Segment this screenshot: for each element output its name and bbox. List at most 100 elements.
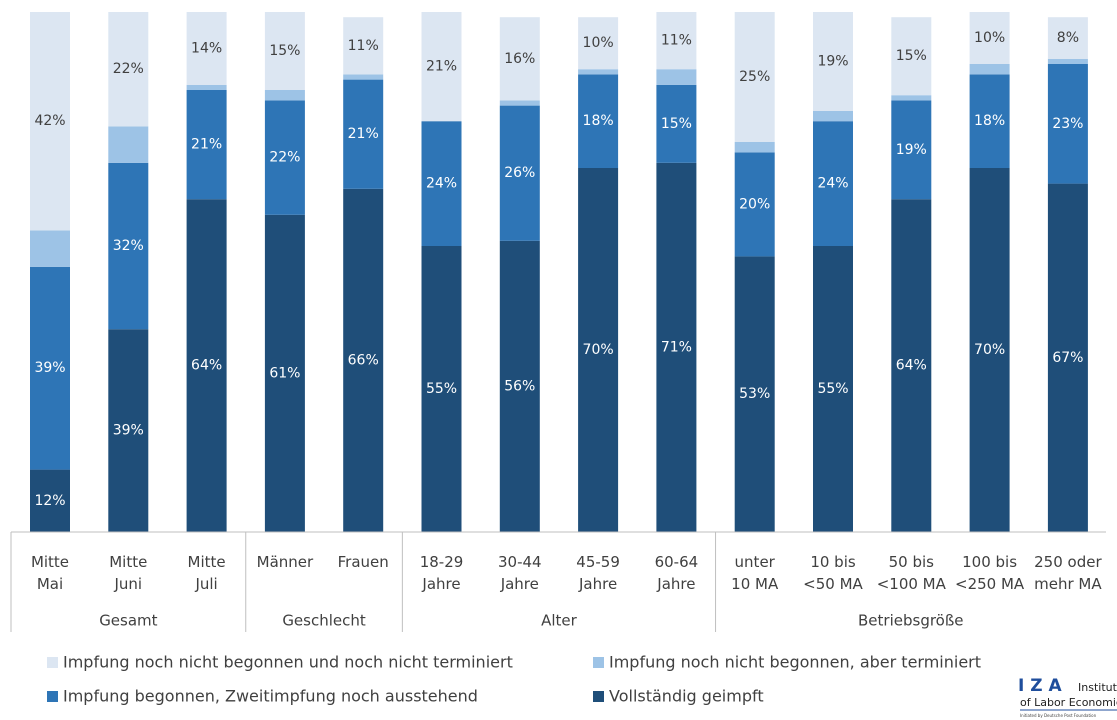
bar-segment	[734, 152, 775, 257]
bar-segment	[969, 168, 1010, 532]
bar-segment	[891, 199, 932, 532]
value-label: 70%	[583, 342, 614, 358]
value-label: 24%	[817, 176, 848, 192]
logo: I Z A Institute of Labor Economics Initi…	[1018, 676, 1117, 718]
logo-name: Institute	[1078, 681, 1117, 694]
value-label: 70%	[974, 342, 1005, 358]
group-label: Alter	[541, 612, 578, 630]
bar-segment	[656, 162, 697, 533]
bar-segment	[343, 79, 384, 189]
x-tick-label: 250 oder mehr MA	[1034, 553, 1102, 593]
legend-label: Vollständig geimpft	[609, 687, 764, 706]
value-label: 12%	[34, 493, 65, 509]
value-label: 64%	[191, 358, 222, 374]
bar-segment	[891, 95, 932, 101]
x-tick-label: 60-64 Jahre	[655, 553, 699, 593]
value-label: 15%	[896, 48, 927, 64]
x-tick-label: 10 bis <50 MA	[803, 553, 863, 593]
value-label: 21%	[191, 137, 222, 153]
value-label: 20%	[739, 196, 770, 212]
value-label: 19%	[896, 142, 927, 158]
x-tick-label: 18-29 Jahre	[420, 553, 464, 593]
bar-segment	[1047, 17, 1088, 59]
bar-segment	[813, 121, 853, 246]
value-label: 11%	[348, 38, 379, 54]
logo-line2: of Labor Economics	[1020, 696, 1117, 709]
value-label: 39%	[113, 423, 144, 439]
bar-segment	[264, 100, 305, 215]
value-label: 53%	[739, 386, 770, 402]
x-tick-label: Mitte Mai	[31, 553, 69, 593]
value-label: 55%	[817, 381, 848, 397]
value-label: 61%	[269, 365, 300, 381]
bar-segment	[578, 74, 619, 168]
bar-segment	[343, 74, 384, 80]
bar-segment	[813, 110, 853, 122]
bar-segment	[578, 17, 619, 70]
bar-segment	[1047, 58, 1088, 64]
x-tick-label: Männer	[257, 553, 314, 571]
value-label: 22%	[113, 61, 144, 77]
legend-label: Impfung noch nicht begonnen, aber termin…	[609, 653, 981, 672]
value-label: 67%	[1052, 350, 1083, 366]
bar-segment	[186, 84, 227, 90]
legend-swatch	[593, 657, 604, 668]
bar-segment	[30, 12, 70, 231]
bar-segment	[30, 469, 70, 532]
value-label: 25%	[739, 69, 770, 85]
legend-swatch	[47, 691, 58, 702]
bar-segment	[108, 162, 149, 330]
bar-segment	[421, 246, 462, 532]
bar-segment	[891, 100, 932, 200]
value-label: 10%	[583, 35, 614, 51]
bar-segment	[969, 64, 1010, 75]
value-label: 18%	[583, 113, 614, 129]
bar-segment	[343, 188, 384, 533]
value-label: 22%	[269, 150, 300, 166]
bar-segment	[264, 12, 305, 90]
bar-segment	[186, 90, 227, 200]
group-label: Geschlecht	[282, 612, 366, 630]
bar-segment	[578, 168, 619, 532]
bar-segment	[108, 12, 149, 127]
value-label: 42%	[34, 113, 65, 129]
x-tick-label: Mitte Juni	[109, 553, 147, 593]
bar-segment	[108, 329, 149, 532]
value-label: 18%	[974, 113, 1005, 129]
value-label: 15%	[269, 43, 300, 59]
x-tick-label: Frauen	[338, 553, 389, 571]
legend-swatch	[47, 657, 58, 668]
bar-segment	[499, 100, 540, 106]
value-label: 16%	[504, 51, 535, 67]
value-label: 56%	[504, 378, 535, 394]
bar-segment	[499, 105, 540, 241]
logo-line3: Initiated by Deutsche Post Foundation	[1020, 713, 1097, 718]
bar-segment	[186, 12, 227, 85]
value-label: 14%	[191, 40, 222, 56]
value-label: 10%	[974, 30, 1005, 46]
bar-segment	[734, 256, 775, 532]
value-label: 21%	[348, 126, 379, 142]
value-label: 64%	[896, 358, 927, 374]
bar-segment	[108, 126, 149, 163]
legend-label: Impfung begonnen, Zweitimpfung noch auss…	[63, 687, 478, 706]
bar-segment	[578, 69, 619, 75]
bar-segment	[813, 246, 853, 532]
value-label: 66%	[348, 352, 379, 368]
value-label: 26%	[504, 165, 535, 181]
value-label: 55%	[426, 381, 457, 397]
bar-segment	[734, 12, 775, 142]
x-tick-label: 30-44 Jahre	[498, 553, 542, 593]
bar-segment	[264, 214, 305, 533]
bar-segment	[30, 266, 70, 470]
group-label: Betriebsgröße	[858, 612, 964, 630]
value-label: 19%	[817, 53, 848, 69]
bar-segment	[264, 90, 305, 101]
group-label: Gesamt	[99, 612, 157, 630]
bar-segment	[1047, 183, 1088, 532]
bar-segment	[656, 12, 697, 70]
bar-segment	[734, 142, 775, 153]
bar-segment	[813, 12, 853, 111]
value-label: 39%	[34, 360, 65, 376]
